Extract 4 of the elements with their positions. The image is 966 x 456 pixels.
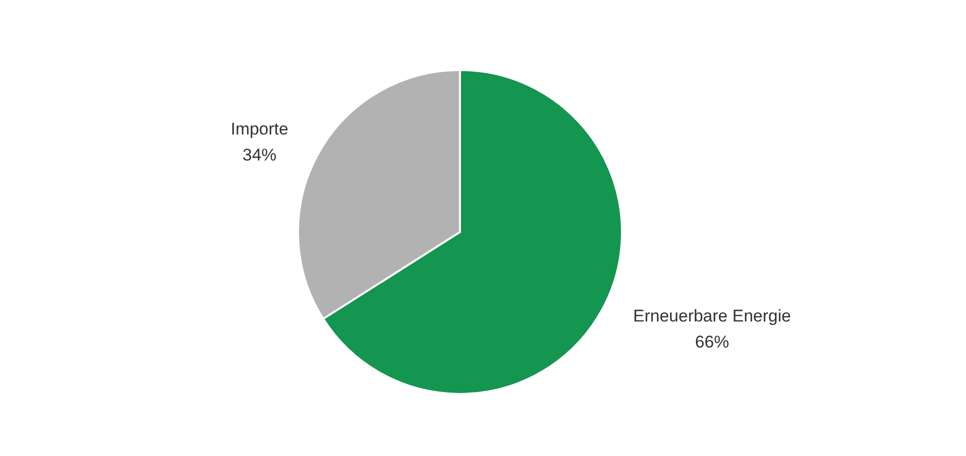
slice-label: Erneuerbare Energie [633,306,791,326]
slice-label: Importe [230,119,288,138]
data-label: 34% [242,145,277,164]
data-label: 66% [695,332,730,352]
